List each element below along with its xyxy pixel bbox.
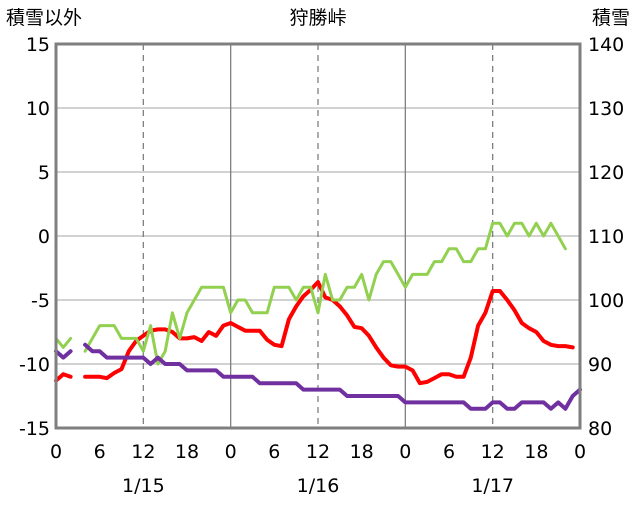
y-tick-left-label: 15	[26, 34, 50, 56]
y-axis-left-label: 積雪以外	[6, 7, 82, 29]
series-2	[54, 342, 582, 411]
y-tick-left-label: -10	[19, 354, 50, 376]
y-tick-right-label: 90	[588, 354, 612, 376]
date-label: 1/17	[471, 475, 514, 497]
series-line-0	[54, 372, 73, 383]
x-tick-label: 6	[268, 441, 280, 463]
x-tick-label: 18	[175, 441, 199, 463]
x-tick-label: 6	[94, 441, 106, 463]
series-line-2	[54, 349, 73, 360]
series-line-2	[83, 342, 582, 411]
x-tick-label: 0	[50, 441, 62, 463]
ytick-right-layer: 140 130 120 110 100 90 80	[588, 34, 624, 440]
x-tick-label: 12	[306, 441, 330, 463]
y-tick-right-label: 120	[588, 162, 624, 184]
x-tick-label: 0	[574, 441, 586, 463]
plot-frame	[54, 42, 582, 430]
x-tick-label: 0	[399, 441, 411, 463]
y-tick-left-label: -15	[19, 418, 50, 440]
series-line-1	[83, 221, 567, 366]
chart-title: 狩勝峠	[289, 7, 346, 29]
y-tick-right-label: 110	[588, 226, 624, 248]
y-tick-left-label: 10	[26, 98, 50, 120]
date-label: 1/16	[297, 475, 340, 497]
x-tick-label: 12	[481, 441, 505, 463]
y-tick-right-label: 100	[588, 290, 624, 312]
ytick-left-layer: 15 10 5 0 -5 -10 -15	[19, 34, 50, 440]
series-line-1	[54, 336, 73, 349]
date-layer: 1/15 1/16 1/17	[122, 475, 514, 497]
y-tick-left-label: -5	[31, 290, 50, 312]
xtick-layer: 0 6 12 18 0 6 12 18 0 6 12 18 0	[50, 441, 586, 463]
series-1	[54, 221, 567, 366]
x-tick-label: 6	[443, 441, 455, 463]
y-axis-right-label: 積雪	[592, 7, 630, 29]
y-tick-right-label: 80	[588, 418, 612, 440]
y-tick-left-label: 0	[38, 226, 50, 248]
date-label: 1/15	[122, 475, 165, 497]
series-line-0	[83, 280, 575, 386]
series-layer	[54, 221, 582, 411]
x-tick-label: 12	[131, 441, 155, 463]
x-tick-label: 18	[524, 441, 548, 463]
series-0	[54, 280, 575, 386]
x-tick-label: 0	[225, 441, 237, 463]
vline-layer	[142, 44, 494, 428]
y-tick-left-label: 5	[38, 162, 50, 184]
y-tick-right-label: 140	[588, 34, 624, 56]
y-tick-right-label: 130	[588, 98, 624, 120]
x-tick-label: 18	[350, 441, 374, 463]
